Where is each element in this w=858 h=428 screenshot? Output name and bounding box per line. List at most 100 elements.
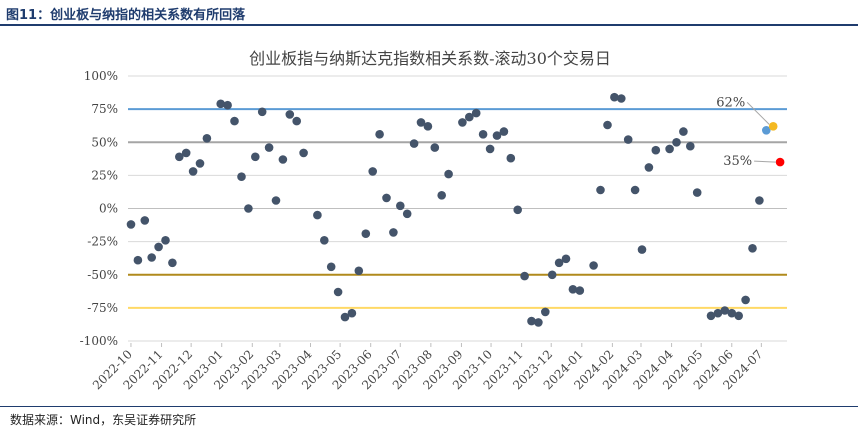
- data-point: [554, 258, 564, 268]
- data-point: [734, 311, 743, 321]
- data-point: [603, 120, 612, 130]
- data-point: [465, 112, 474, 122]
- data-point: [520, 271, 529, 281]
- data-point: [596, 185, 605, 195]
- data-point: [423, 122, 433, 131]
- data-point: [340, 312, 350, 322]
- data-point: [402, 209, 412, 219]
- data-point: [382, 193, 391, 203]
- data-point: [292, 116, 302, 126]
- data-point: [126, 220, 136, 229]
- data-point: [720, 306, 730, 315]
- grid-lines: [128, 75, 787, 342]
- data-point: [568, 285, 578, 294]
- data-point: [320, 236, 329, 245]
- data-point: [188, 167, 198, 176]
- correlation-scatter-chart: 创业板指与纳斯达克指数相关系数-滚动30个交易日 100% 75% 50% 25% 0%…: [80, 49, 787, 392]
- data-point: [644, 163, 654, 172]
- y-axis-ticks: 100% 75% 50% 25% 0% -25% -50% -75% -100%: [80, 69, 118, 348]
- data-point: [478, 130, 488, 139]
- annotations: 62% 35%: [716, 95, 777, 169]
- data-point: [458, 118, 467, 127]
- y-tick-label: -50%: [87, 268, 118, 282]
- data-point: [623, 135, 633, 144]
- annotation-leader: [746, 101, 770, 125]
- data-point: [665, 144, 674, 154]
- data-point: [244, 204, 253, 213]
- data-point: [154, 242, 163, 252]
- data-point: [651, 145, 661, 155]
- data-point: [409, 139, 419, 148]
- data-point: [202, 134, 212, 143]
- data-point: [285, 110, 295, 119]
- data-point: [679, 127, 688, 136]
- data-point: [313, 210, 322, 220]
- data-point: [686, 141, 695, 151]
- data-point: [161, 236, 170, 245]
- data-point: [223, 100, 232, 110]
- annotation-label: 35%: [723, 154, 752, 169]
- data-point: [278, 155, 288, 164]
- data-point: [133, 255, 143, 265]
- data-point: [762, 126, 771, 135]
- data-point: [347, 308, 357, 318]
- data-point: [513, 205, 522, 215]
- data-point: [264, 143, 274, 152]
- x-axis-ticks: 2022-102022-112022-122023-012023-022023-…: [90, 343, 765, 392]
- data-point: [230, 116, 239, 126]
- top-rule: [0, 24, 858, 26]
- data-point: [430, 143, 440, 152]
- data-point: [444, 169, 453, 179]
- data-point: [257, 107, 267, 117]
- data-point: [713, 308, 723, 318]
- y-tick-label: 0%: [99, 202, 118, 216]
- data-point: [527, 316, 536, 326]
- y-tick-label: 75%: [91, 102, 118, 116]
- bottom-rule: [0, 406, 858, 407]
- data-point: [617, 94, 626, 103]
- data-point: [361, 229, 371, 238]
- y-tick-label: 50%: [91, 135, 118, 149]
- data-point: [147, 253, 156, 262]
- data-point: [375, 130, 384, 139]
- data-point: [506, 153, 516, 163]
- data-point: [437, 191, 447, 200]
- y-tick-label: 25%: [91, 168, 118, 182]
- data-point: [326, 262, 336, 272]
- data-point: [368, 167, 378, 176]
- data-point: [485, 144, 495, 154]
- data-point: [741, 295, 750, 305]
- data-point: [775, 157, 785, 167]
- data-point: [271, 196, 281, 205]
- data-point: [216, 99, 225, 109]
- data-point: [333, 287, 343, 297]
- data-point: [416, 118, 426, 127]
- data-point: [168, 258, 177, 268]
- data-point: [561, 254, 571, 264]
- data-point: [637, 245, 647, 254]
- data-point: [354, 266, 364, 276]
- source-note: 数据来源：Wind，东吴证券研究所: [10, 413, 197, 427]
- data-point: [175, 152, 184, 162]
- chart-title: 创业板指与纳斯达克指数相关系数-滚动30个交易日: [249, 49, 611, 68]
- data-point: [672, 138, 681, 147]
- data-points: [126, 92, 785, 327]
- data-point: [755, 196, 764, 205]
- data-point: [706, 311, 716, 321]
- data-point: [547, 270, 557, 280]
- y-tick-label: -75%: [87, 301, 118, 315]
- data-point: [140, 216, 150, 225]
- annotation-leader: [754, 160, 777, 163]
- data-point: [237, 172, 246, 181]
- data-point: [534, 318, 543, 327]
- data-point: [195, 159, 205, 168]
- data-point: [396, 201, 405, 211]
- data-point: [499, 127, 509, 136]
- data-point: [589, 261, 598, 270]
- data-point: [389, 228, 398, 237]
- data-point: [299, 148, 308, 158]
- data-point: [251, 152, 260, 162]
- figure-title: 图11：创业板与纳指的相关系数有所回落: [6, 8, 246, 23]
- y-tick-label: -100%: [80, 334, 118, 348]
- data-point: [575, 286, 585, 295]
